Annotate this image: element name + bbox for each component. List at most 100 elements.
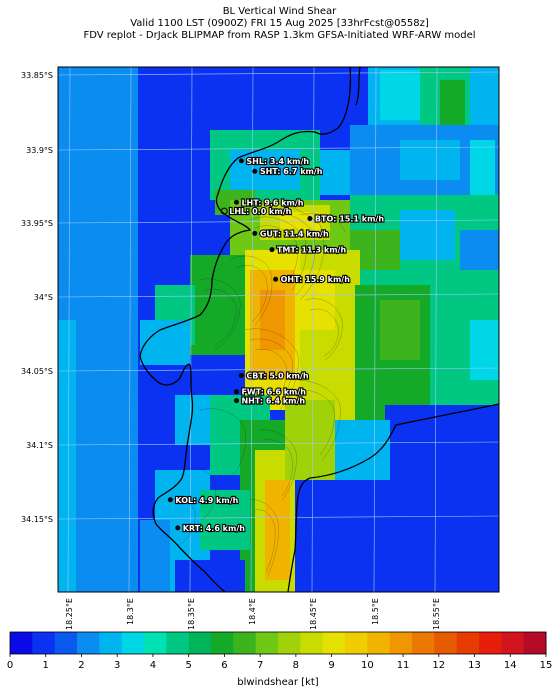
colorbar-swatch (389, 632, 413, 654)
lat-label: 33.95°S (21, 219, 53, 228)
lat-label: 34.05°S (21, 367, 53, 376)
colorbar-swatch (479, 632, 502, 654)
colorbar-tick-label: 15 (540, 660, 553, 671)
colorbar-swatch (233, 632, 257, 654)
colorbar-tick-label: 5 (185, 660, 191, 671)
colorbar-swatch (166, 632, 190, 654)
station-marker (273, 276, 279, 282)
colorbar-tick-label: 0 (7, 660, 13, 671)
station-marker (167, 497, 173, 503)
colorbar-swatch (144, 632, 167, 654)
station-lhl: LHL: 0.0 km/h (220, 206, 293, 217)
station-marker (220, 207, 228, 215)
colorbar: 0 1 2 3 4 5 6 7 8 9 10 11 12 13 14 15 blwindshear [kt] (7, 631, 553, 688)
lon-label: 18.45°E (309, 598, 318, 630)
colorbar-swatch (211, 632, 234, 654)
station-label: TMT: 11.3 km/h (277, 246, 347, 255)
colorbar-swatch (300, 632, 324, 654)
colorbar-swatch (32, 632, 56, 654)
station-bto: BTO: 15.1 km/h (307, 213, 385, 225)
colorbar-tick-label: 2 (78, 660, 84, 671)
lat-label: 34.1°S (26, 441, 53, 450)
colorbar-tick-label: 13 (468, 660, 481, 671)
station-marker (233, 199, 239, 205)
lon-label: 18.3°E (126, 598, 135, 625)
station-fwt: FWT: 6.6 km/h (233, 387, 307, 398)
station-marker (307, 216, 313, 222)
station-marker (233, 398, 239, 404)
station-marker (238, 372, 244, 378)
colorbar-swatch (54, 632, 78, 654)
latitude-labels: 33.85°S 33.9°S 33.95°S 34°S 34.05°S 34.1… (21, 71, 53, 524)
station-gut: GUT: 11.4 km/h (252, 228, 330, 239)
station-kol: KOL: 4.9 km/h (167, 495, 240, 506)
colorbar-tick-label: 4 (150, 660, 156, 671)
colorbar-swatch (99, 632, 123, 654)
colorbar-tick-label: 1 (43, 660, 49, 671)
lon-label: 18.55°E (432, 598, 441, 630)
colorbar-swatch (188, 632, 212, 654)
station-shl: SHL: 3.4 km/h (238, 156, 311, 167)
colorbar-swatch (412, 632, 435, 654)
station-marker (233, 389, 239, 395)
lat-label: 33.85°S (21, 71, 53, 80)
station-nht: NHT: 6.4 km/h (233, 396, 306, 407)
colorbar-swatch (523, 632, 547, 654)
colorbar-swatch (345, 632, 368, 654)
lat-label: 34.15°S (21, 515, 53, 524)
station-marker (269, 247, 275, 253)
station-marker (252, 168, 258, 174)
colorbar-swatch (367, 632, 391, 654)
station-label: SHT: 6.7 km/h (260, 167, 323, 176)
colorbar-tick-label: 7 (257, 660, 263, 671)
chart-subtitle-valid-time: Valid 1100 LST (0900Z) FRI 15 Aug 2025 [… (130, 18, 429, 29)
station-marker (238, 158, 244, 164)
colorbar-swatch (456, 632, 480, 654)
station-label: LHT: 9.6 km/h (241, 198, 303, 207)
lon-label: 18.35°E (187, 598, 196, 630)
station-label: BTO: 15.1 km/h (315, 215, 384, 224)
colorbar-swatches (10, 632, 547, 654)
station-label: GUT: 11.4 km/h (260, 229, 329, 238)
colorbar-title: blwindshear [kt] (237, 677, 319, 688)
lon-label: 18.5°E (371, 598, 380, 625)
colorbar-tick-label: 14 (504, 660, 517, 671)
lat-label: 34°S (34, 293, 53, 302)
colorbar-swatch (434, 632, 458, 654)
wind-shear-grid (58, 67, 499, 592)
colorbar-frame (9, 631, 547, 655)
chart-subtitle-model: FDV replot - DrJack BLIPMAP from RASP 1.… (83, 30, 476, 41)
lon-label: 18.25°E (65, 598, 74, 630)
lon-label: 18.4°E (248, 598, 257, 625)
station-lht: LHT: 9.6 km/h (233, 197, 305, 208)
colorbar-tick-label: 9 (328, 660, 334, 671)
coastline (139, 67, 499, 592)
colorbar-swatch (10, 632, 33, 654)
station-label: LHL: 0.0 km/h (229, 207, 291, 216)
colorbar-tick-label: 6 (221, 660, 227, 671)
colorbar-swatch (77, 632, 100, 654)
station-label: KOL: 4.9 km/h (175, 496, 238, 505)
colorbar-tick-label: 11 (397, 660, 410, 671)
station-label: FWT: 6.6 km/h (241, 388, 306, 397)
colorbar-ticks: 0 1 2 3 4 5 6 7 8 9 10 11 12 13 14 15 (7, 654, 553, 671)
station-oht: OHT: 15.9 km/h (273, 274, 351, 285)
station-tmt: TMT: 11.3 km/h (269, 245, 348, 256)
colorbar-tick-label: 8 (293, 660, 299, 671)
colorbar-swatch (278, 632, 301, 654)
longitude-labels: 18.25°E 18.3°E 18.35°E 18.4°E 18.45°E 18… (65, 598, 441, 630)
station-label: NHT: 6.4 km/h (241, 397, 305, 406)
station-marker (252, 230, 258, 236)
colorbar-swatch (501, 632, 525, 654)
station-label: CBT: 5.0 km/h (246, 371, 309, 380)
station-label: KRT: 4.6 km/h (183, 524, 246, 533)
station-marker (175, 525, 181, 531)
lat-label: 33.9°S (26, 146, 53, 155)
colorbar-tick-label: 12 (432, 660, 445, 671)
map-frame (57, 66, 500, 593)
chart-title: BL Vertical Wind Shear (222, 6, 337, 17)
station-label: OHT: 15.9 km/h (281, 275, 351, 284)
station-sht: SHT: 6.7 km/h (252, 166, 324, 177)
